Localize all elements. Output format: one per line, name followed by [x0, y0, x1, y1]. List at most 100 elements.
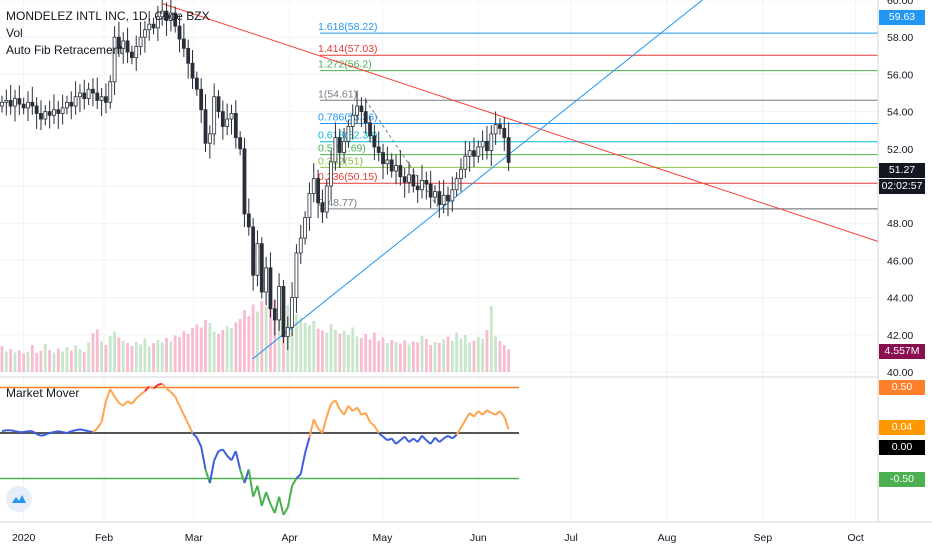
candle-body — [346, 126, 351, 142]
candle-body — [177, 25, 182, 40]
indicator-segment — [92, 427, 98, 433]
volume-bar — [225, 326, 229, 372]
indicator-title[interactable]: Market Mover — [6, 386, 80, 400]
candle-body — [368, 122, 372, 137]
volume-bar — [507, 349, 511, 372]
indicator-tag-zero: 0.00 — [879, 440, 925, 455]
fib-level-label: 1.414(57.03) — [318, 43, 378, 55]
indicator-segment — [157, 382, 163, 386]
candle-body — [407, 174, 411, 183]
candle-body — [134, 46, 139, 59]
indicator-segment — [113, 396, 120, 404]
candle-body — [181, 38, 186, 49]
candle-body — [225, 118, 230, 127]
indicator-segment — [481, 409, 488, 416]
candle-body — [424, 180, 429, 185]
volume-bar — [95, 329, 99, 372]
price-candles — [0, 0, 511, 350]
volume-bar — [178, 337, 181, 372]
volume-bar — [234, 322, 238, 372]
indicator-segment — [222, 448, 228, 457]
volume-bar — [52, 352, 56, 372]
volume-bar — [22, 353, 26, 372]
indicator-segment — [53, 430, 59, 434]
candle-body — [95, 92, 100, 101]
price-tick-label: 58.00 — [887, 32, 913, 44]
indicator-segment — [23, 430, 29, 434]
candle-body — [186, 47, 191, 64]
candle-body — [129, 51, 134, 59]
volume-bar — [182, 331, 186, 372]
candle-body — [355, 105, 359, 116]
volume-bar — [221, 330, 225, 372]
candle-body — [26, 101, 30, 109]
volume-bar — [152, 343, 155, 372]
volume-bar — [368, 339, 372, 372]
grid-lines — [0, 0, 878, 522]
indicator-segment — [144, 385, 150, 392]
candle-body — [376, 146, 381, 153]
candle-body — [86, 88, 91, 99]
indicator-segment — [84, 429, 89, 433]
volume-bar — [338, 333, 342, 372]
indicator-segment — [71, 429, 76, 433]
indicator-segment — [135, 394, 142, 400]
candle-body — [506, 137, 511, 163]
volume-bar — [312, 321, 316, 372]
candle-body — [238, 137, 243, 150]
study-fib-label[interactable]: Auto Fib Retracement — [6, 43, 123, 57]
volume-bar — [61, 351, 65, 372]
indicator-segment — [382, 435, 389, 442]
indicator-segment — [455, 427, 462, 436]
volume-bar — [364, 334, 368, 372]
indicator-segment — [239, 469, 246, 484]
price-tick-label: 40.00 — [887, 367, 913, 379]
indicator-segment — [282, 507, 289, 516]
candle-body — [372, 135, 377, 148]
volume-bar — [359, 338, 363, 372]
time-tick-label: Aug — [658, 532, 677, 544]
candle-body — [381, 152, 385, 165]
volume-bar — [485, 330, 489, 372]
candle-body — [311, 178, 316, 194]
candle-body — [47, 111, 52, 116]
indicator-segment — [31, 430, 38, 435]
indicator-segment — [304, 437, 311, 454]
indicator-segment — [460, 419, 467, 429]
indicator-segment — [44, 432, 51, 436]
countdown-tag: 02:02:57 — [879, 179, 925, 194]
volume-bar — [476, 337, 480, 372]
price-tick-label: 60.00 — [887, 0, 913, 7]
candle-body — [43, 111, 48, 120]
volume-bar — [334, 330, 337, 372]
volume-bar — [169, 341, 173, 372]
volume-bar — [355, 336, 359, 372]
candle-body — [441, 194, 446, 206]
candle-body — [17, 98, 22, 105]
candle-body — [160, 10, 165, 18]
symbol-title[interactable]: MONDELEZ INTL INC, 1D, Cboe BZX — [6, 9, 210, 23]
volume-bar — [117, 337, 121, 372]
trend-lines[interactable] — [162, 0, 896, 360]
candle-body — [220, 111, 225, 127]
candle-body — [363, 111, 368, 124]
indicator-segment — [256, 485, 263, 507]
indicator-segment — [338, 408, 345, 416]
indicator-segment — [75, 428, 81, 432]
volume-bar — [394, 342, 398, 372]
time-tick-label: Sep — [753, 532, 772, 544]
indicator-segment — [1, 429, 7, 433]
volume-bar — [35, 353, 39, 372]
indicator-segment — [451, 434, 458, 440]
volume-bar — [217, 334, 220, 372]
study-vol-label[interactable]: Vol — [6, 26, 23, 40]
volume-bar — [251, 304, 255, 372]
indicator-segment — [213, 450, 220, 461]
indicator-segment — [503, 416, 510, 430]
candle-body — [229, 113, 234, 120]
indicator-segment — [334, 399, 341, 410]
indicator-segment — [369, 421, 376, 427]
indicator-segment — [10, 429, 16, 433]
tradingview-logo-icon[interactable] — [6, 486, 32, 512]
